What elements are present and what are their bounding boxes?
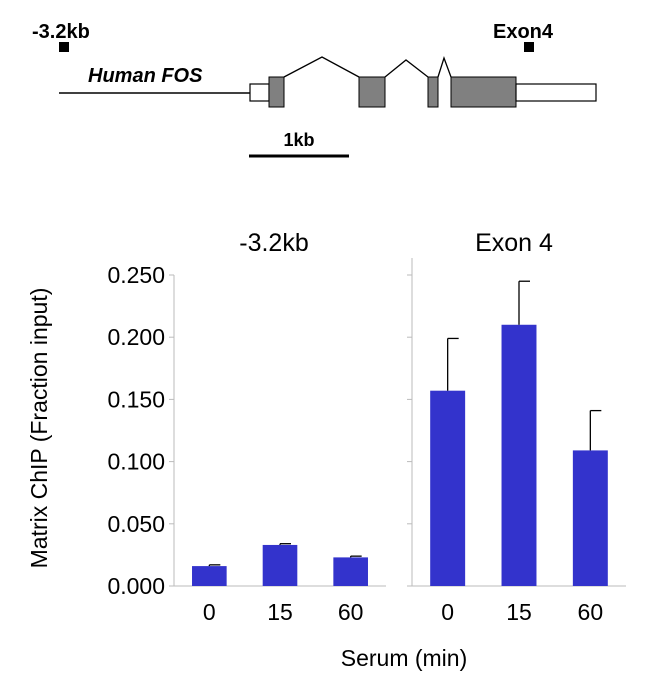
x-axis-label: Serum (min): [341, 645, 468, 671]
y-tick-label: 0.000: [107, 573, 165, 599]
bars: [192, 280, 608, 586]
exon-1: [268, 76, 285, 108]
x-tick-label: 0: [203, 599, 216, 625]
panel-title-right: Exon 4: [475, 229, 553, 257]
probe-right-marker: [524, 42, 534, 52]
y-tick-label: 0.100: [107, 449, 165, 475]
bar: [430, 390, 466, 586]
x-tick-label: 60: [338, 599, 364, 625]
probe-left-marker: [59, 42, 69, 52]
bar: [501, 324, 537, 586]
intron-1: [283, 56, 360, 78]
exon-4: [450, 76, 517, 108]
x-tick-label: 0: [441, 599, 454, 625]
y-tick-label: 0.200: [107, 324, 165, 350]
gene-diagram: -3.2kb Exon4 Human FOS 1kb: [32, 21, 597, 158]
bar: [192, 566, 227, 586]
x-tick-labels: 0 15 60 0 15 60: [203, 599, 603, 625]
scale-bar-label: 1kb: [283, 130, 314, 150]
utr-3: [515, 83, 597, 102]
y-axis-label: Matrix ChIP (Fraction input): [26, 288, 52, 569]
utr-5: [249, 83, 270, 102]
x-tick-label: 15: [506, 599, 532, 625]
chart-axes: [173, 258, 626, 587]
y-tick-label: 0.150: [107, 386, 165, 412]
exon-2: [358, 76, 386, 108]
y-tick-label: 0.250: [107, 262, 165, 288]
gene-label: Human FOS: [88, 65, 203, 87]
exon-3: [427, 76, 439, 108]
probe-left-label: -3.2kb: [32, 21, 90, 43]
bar: [572, 450, 608, 586]
bar: [333, 557, 368, 586]
probe-right-label: Exon4: [493, 21, 554, 43]
y-ticks-left: 0.000 0.050 0.100 0.150 0.200 0.250: [107, 262, 174, 599]
intron-2: [384, 59, 429, 78]
intron-3: [437, 55, 452, 78]
panel-title-left: -3.2kb: [239, 229, 308, 257]
x-tick-label: 60: [578, 599, 604, 625]
y-tick-label: 0.050: [107, 511, 165, 537]
x-tick-label: 15: [267, 599, 293, 625]
y-ticks-right: [407, 274, 412, 587]
bar: [262, 544, 298, 586]
